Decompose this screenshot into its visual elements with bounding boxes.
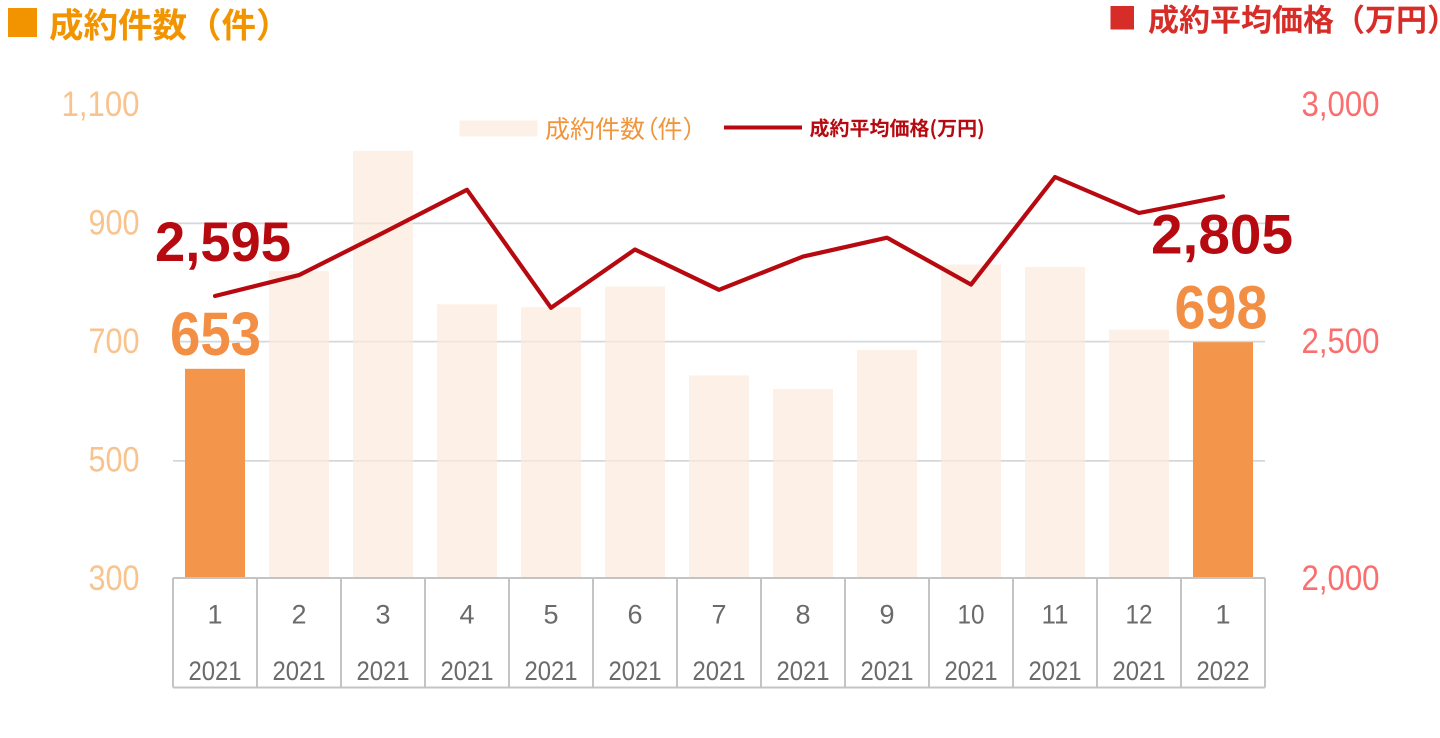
svg-text:2021: 2021 (357, 656, 410, 686)
svg-text:653: 653 (170, 300, 261, 368)
svg-text:2,000: 2,000 (1302, 559, 1380, 598)
svg-text:2021: 2021 (1029, 656, 1082, 686)
svg-text:2021: 2021 (273, 656, 326, 686)
svg-text:6: 6 (627, 600, 642, 630)
svg-text:2022: 2022 (1197, 656, 1250, 686)
svg-text:2021: 2021 (861, 656, 914, 686)
svg-text:1: 1 (207, 600, 222, 630)
svg-text:12: 12 (1126, 600, 1153, 630)
svg-text:698: 698 (1175, 274, 1268, 342)
svg-text:2021: 2021 (609, 656, 662, 686)
svg-text:10: 10 (958, 600, 985, 630)
svg-text:2021: 2021 (189, 656, 242, 686)
svg-text:2,500: 2,500 (1302, 322, 1380, 361)
svg-text:5: 5 (543, 600, 558, 630)
svg-text:900: 900 (89, 204, 140, 243)
svg-text:2,805: 2,805 (1151, 203, 1293, 266)
svg-text:700: 700 (89, 322, 140, 361)
svg-text:2: 2 (291, 600, 306, 630)
svg-text:2021: 2021 (1113, 656, 1166, 686)
svg-text:8: 8 (795, 600, 810, 630)
svg-text:2,595: 2,595 (155, 210, 291, 273)
svg-text:7: 7 (711, 600, 726, 630)
svg-text:300: 300 (89, 559, 140, 598)
svg-text:2021: 2021 (525, 656, 578, 686)
svg-text:1,100: 1,100 (62, 85, 140, 124)
svg-text:3,000: 3,000 (1302, 85, 1380, 124)
svg-text:9: 9 (879, 600, 894, 630)
svg-text:1: 1 (1215, 600, 1230, 630)
svg-text:2021: 2021 (441, 656, 494, 686)
svg-text:11: 11 (1042, 600, 1069, 630)
svg-text:3: 3 (375, 600, 390, 630)
svg-text:2021: 2021 (693, 656, 746, 686)
svg-text:4: 4 (459, 600, 474, 630)
svg-text:2021: 2021 (945, 656, 998, 686)
svg-text:2021: 2021 (777, 656, 830, 686)
svg-text:500: 500 (89, 441, 140, 480)
